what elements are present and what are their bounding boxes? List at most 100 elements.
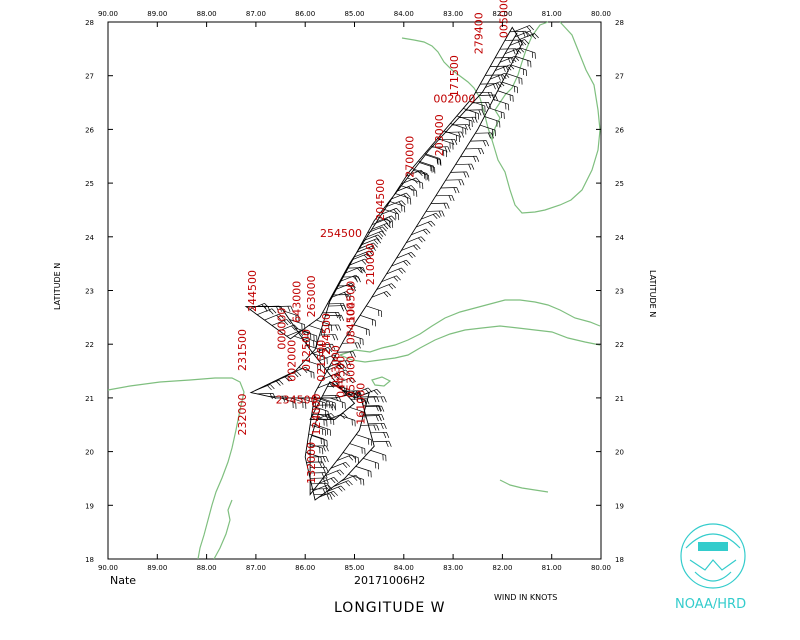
wind-barb-feather [485,102,489,109]
lat-tick-label: 19 [615,502,624,510]
wind-barb-feather [330,492,336,498]
axis-ticks: 90.00 90.00 89.00 89.00 88.00 88.00 87.00 87.00… [85,10,624,572]
honduras-coast [499,479,549,493]
lon-tick-label: 82.00 [492,10,512,18]
wind-barb-feather [380,396,384,403]
wind-barb-feather [366,398,370,405]
wind-barb-feather [334,374,339,379]
wind-barb-feather [497,74,501,81]
wind-barb-feather [342,463,348,469]
wind-barb-feather [361,259,367,265]
lon-tick-label: 84.00 [394,10,414,18]
wind-barb-feather [343,303,347,310]
wind-barb-feather [321,472,325,479]
wind-barb [363,457,379,464]
wind-barb-feather [413,245,418,251]
lat-tick-label: 21 [85,395,94,403]
cuba-coast [339,299,601,356]
wind-barb-feather [337,372,342,378]
wind-barb-feather [441,210,445,217]
yucatan-coast-2 [213,499,233,560]
wind-barb [514,25,530,32]
isla-juventud [371,376,392,387]
wind-barb-feather [293,372,299,378]
observation-time-label: 005000 [497,0,510,38]
lat-tick-label: 27 [85,73,94,81]
wind-barb-feather [391,215,396,221]
wind-barb-feather [420,236,426,242]
lon-tick-label: 80.00 [591,564,611,572]
wind-barb-feather [425,228,431,234]
wind-barb-feather [324,485,330,491]
wind-barb-feather [359,267,363,274]
wind-barb-feather [514,56,520,61]
wind-barb-feather [501,74,507,79]
observation-time-label: 033000 [330,345,343,387]
wind-barb-feather [339,365,344,370]
wind-barb-feather [302,368,308,373]
observation-time-label: 254500 [320,227,362,240]
wind-barb-feather [474,117,478,123]
wind-barb-feather [521,40,527,46]
wind-barb-feather [335,324,339,331]
wind-units-label: WIND IN KNOTS [494,593,557,602]
wind-barb-feather [383,219,389,225]
wind-barb-feather [383,432,387,439]
wind-barb [506,73,522,79]
lon-tick-label: 84.00 [394,564,414,572]
lon-tick-label: 81.00 [542,10,562,18]
y-axis-title-left: LATITUDE N [53,263,62,310]
wind-barb-feather [332,344,336,350]
wind-barb [456,115,473,122]
wind-barb-feather [381,406,385,412]
wind-barb-feather [496,82,502,88]
observation-time-label: 244500 [246,270,259,312]
wind-barb-feather [340,414,346,420]
wind-barb-feather [522,31,526,37]
wind-barb-feather [348,480,353,486]
wind-barb-feather [510,57,514,64]
wind-barb [255,384,271,391]
lat-tick-label: 22 [615,341,624,349]
wind-barb-feather [338,395,342,402]
lat-tick-label: 21 [615,395,624,403]
wind-barb-feather [381,230,387,236]
lat-tick-label: 28 [615,19,624,27]
wind-barb-feather [347,294,351,301]
wind-barb-feather [330,355,336,361]
wind-barb-feather [341,363,347,369]
wind-barb-feather [451,139,455,146]
wind-barb-feather [468,164,472,170]
lat-tick-label: 24 [615,234,624,242]
observation-time-label: 002000 [433,93,475,106]
wind-barb-feather [267,305,271,312]
wind-barb-feather [504,72,510,78]
lat-tick-label: 26 [615,126,624,134]
wind-barb-feather [338,315,342,322]
wind-barb-feather [509,64,515,70]
wind-barb-feather [378,415,382,422]
lat-tick-label: 24 [85,234,94,242]
wind-barb-feather [373,242,378,248]
wind-barb-feather [447,146,451,153]
wind-barb-feather [515,48,519,55]
wind-barb-feather [351,377,356,383]
wind-barb-feather [298,331,304,336]
wind-barb-feather [487,132,491,139]
wind-barb-feather [435,213,441,218]
wind-barbs [249,25,539,500]
lon-tick-label: 83.00 [443,564,463,572]
observation-time-label: 203000 [433,114,446,156]
lon-tick-label: 87.00 [246,10,266,18]
wind-barb-feather [327,347,333,353]
observation-time-label: 021500 [315,340,328,382]
wind-barb-feather [337,486,343,492]
wind-barb-feather [342,370,348,376]
wind-barb-feather [517,39,521,46]
wind-barb-feather [380,423,384,430]
wind-barb-feather [408,253,413,259]
wind-barb [355,466,372,472]
wind-barb-feather [375,415,379,422]
wind-barb-feather [267,385,272,391]
wind-barb-feather [357,342,361,349]
